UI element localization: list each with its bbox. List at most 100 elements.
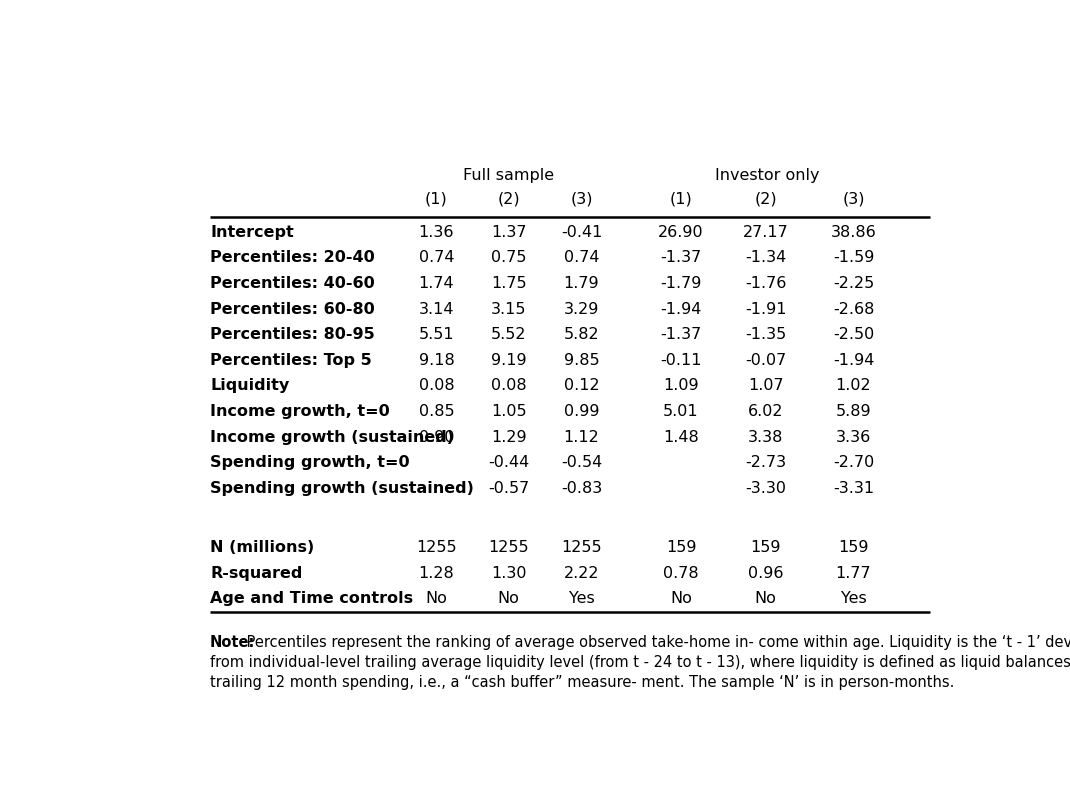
Text: 1.79: 1.79	[564, 276, 599, 291]
Text: -0.07: -0.07	[745, 352, 786, 367]
Text: 27.17: 27.17	[743, 225, 789, 240]
Text: 3.29: 3.29	[564, 302, 599, 317]
Text: No: No	[754, 592, 777, 606]
Text: 1.29: 1.29	[491, 430, 526, 444]
Text: 1.09: 1.09	[663, 379, 699, 394]
Text: -0.11: -0.11	[660, 352, 702, 367]
Text: 0.75: 0.75	[491, 250, 526, 265]
Text: -1.94: -1.94	[832, 352, 874, 367]
Text: (3): (3)	[842, 191, 865, 206]
Text: Income growth, t=0: Income growth, t=0	[210, 404, 389, 419]
Text: -0.44: -0.44	[488, 455, 530, 470]
Text: -0.41: -0.41	[561, 225, 602, 240]
Text: 1.36: 1.36	[418, 225, 454, 240]
Text: -0.54: -0.54	[561, 455, 602, 470]
Text: 1.75: 1.75	[491, 276, 526, 291]
Text: Percentiles: 20-40: Percentiles: 20-40	[210, 250, 374, 265]
Text: Spending growth (sustained): Spending growth (sustained)	[210, 481, 474, 496]
Text: -1.59: -1.59	[832, 250, 874, 265]
Text: -2.50: -2.50	[832, 327, 874, 342]
Text: 0.12: 0.12	[564, 379, 599, 394]
Text: 1.37: 1.37	[491, 225, 526, 240]
Text: 2.22: 2.22	[564, 565, 599, 581]
Text: 159: 159	[750, 540, 781, 555]
Text: Age and Time controls: Age and Time controls	[210, 592, 413, 606]
Text: -2.68: -2.68	[832, 302, 874, 317]
Text: 0.08: 0.08	[418, 379, 455, 394]
Text: -0.83: -0.83	[561, 481, 602, 496]
Text: from individual-level trailing average liquidity level (from t - 24 to t - 13), : from individual-level trailing average l…	[210, 655, 1070, 670]
Text: -3.30: -3.30	[745, 481, 786, 496]
Text: 3.14: 3.14	[418, 302, 454, 317]
Text: 0.74: 0.74	[564, 250, 599, 265]
Text: 0.74: 0.74	[418, 250, 454, 265]
Text: 1.28: 1.28	[418, 565, 455, 581]
Text: 6.02: 6.02	[748, 404, 783, 419]
Text: Note:: Note:	[210, 634, 256, 649]
Text: 1.48: 1.48	[663, 430, 699, 444]
Text: 5.82: 5.82	[564, 327, 599, 342]
Text: 5.89: 5.89	[836, 404, 871, 419]
Text: Income growth (sustained): Income growth (sustained)	[210, 430, 454, 444]
Text: 1.74: 1.74	[418, 276, 455, 291]
Text: 3.38: 3.38	[748, 430, 783, 444]
Text: 5.51: 5.51	[418, 327, 455, 342]
Text: Intercept: Intercept	[210, 225, 294, 240]
Text: 1255: 1255	[416, 540, 457, 555]
Text: -2.70: -2.70	[832, 455, 874, 470]
Text: 26.90: 26.90	[658, 225, 704, 240]
Text: -1.37: -1.37	[660, 327, 702, 342]
Text: 1.07: 1.07	[748, 379, 783, 394]
Text: -3.31: -3.31	[832, 481, 874, 496]
Text: (3): (3)	[570, 191, 593, 206]
Text: 3.36: 3.36	[836, 430, 871, 444]
Text: -1.76: -1.76	[745, 276, 786, 291]
Text: (1): (1)	[425, 191, 448, 206]
Text: -2.73: -2.73	[745, 455, 786, 470]
Text: Percentiles: Top 5: Percentiles: Top 5	[210, 352, 371, 367]
Text: 5.01: 5.01	[663, 404, 699, 419]
Text: 1.12: 1.12	[564, 430, 599, 444]
Text: -2.25: -2.25	[832, 276, 874, 291]
Text: (1): (1)	[670, 191, 692, 206]
Text: Percentiles: 80-95: Percentiles: 80-95	[210, 327, 374, 342]
Text: Percentiles represent the ranking of average observed take-home in- come within : Percentiles represent the ranking of ave…	[242, 634, 1070, 649]
Text: (2): (2)	[498, 191, 520, 206]
Text: 1.02: 1.02	[836, 379, 871, 394]
Text: -1.34: -1.34	[745, 250, 786, 265]
Text: -1.91: -1.91	[745, 302, 786, 317]
Text: No: No	[670, 592, 692, 606]
Text: Percentiles: 60-80: Percentiles: 60-80	[210, 302, 374, 317]
Text: R-squared: R-squared	[210, 565, 303, 581]
Text: 0.99: 0.99	[564, 404, 599, 419]
Text: -1.37: -1.37	[660, 250, 702, 265]
Text: Liquidity: Liquidity	[210, 379, 289, 394]
Text: 0.08: 0.08	[491, 379, 526, 394]
Text: N (millions): N (millions)	[210, 540, 315, 555]
Text: 5.52: 5.52	[491, 327, 526, 342]
Text: -0.57: -0.57	[488, 481, 530, 496]
Text: Spending growth, t=0: Spending growth, t=0	[210, 455, 410, 470]
Text: 9.19: 9.19	[491, 352, 526, 367]
Text: 9.85: 9.85	[564, 352, 599, 367]
Text: 159: 159	[838, 540, 869, 555]
Text: 1.05: 1.05	[491, 404, 526, 419]
Text: (2): (2)	[754, 191, 777, 206]
Text: 0.85: 0.85	[418, 404, 455, 419]
Text: 3.15: 3.15	[491, 302, 526, 317]
Text: 1255: 1255	[488, 540, 529, 555]
Text: 0.96: 0.96	[748, 565, 783, 581]
Text: No: No	[426, 592, 447, 606]
Text: 1255: 1255	[562, 540, 601, 555]
Text: Percentiles: 40-60: Percentiles: 40-60	[210, 276, 374, 291]
Text: Investor only: Investor only	[715, 169, 820, 184]
Text: 1.77: 1.77	[836, 565, 871, 581]
Text: -1.94: -1.94	[660, 302, 702, 317]
Text: Yes: Yes	[568, 592, 595, 606]
Text: Yes: Yes	[841, 592, 867, 606]
Text: -1.35: -1.35	[745, 327, 786, 342]
Text: -1.79: -1.79	[660, 276, 702, 291]
Text: Full sample: Full sample	[463, 169, 554, 184]
Text: 0.90: 0.90	[418, 430, 454, 444]
Text: 159: 159	[666, 540, 697, 555]
